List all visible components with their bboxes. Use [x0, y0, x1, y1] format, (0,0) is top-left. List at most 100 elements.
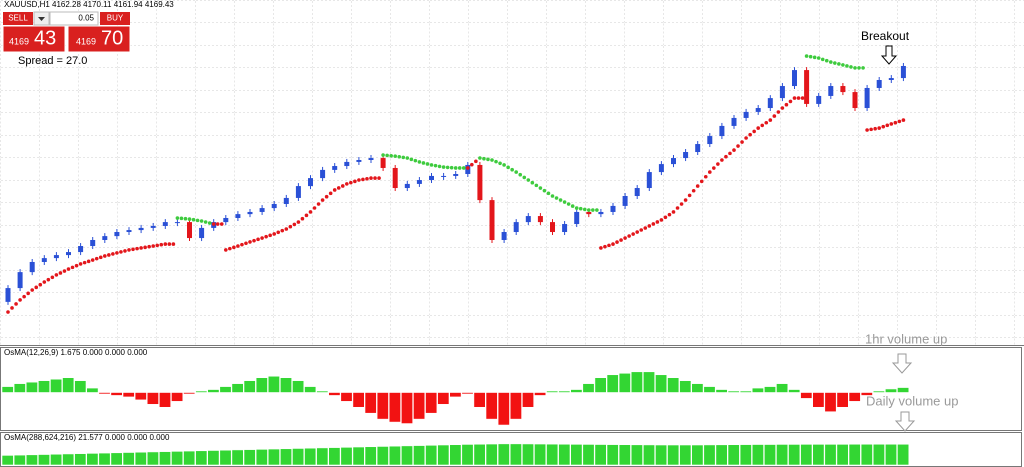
- histogram-bar: [897, 443, 910, 466]
- histogram-bar: [364, 446, 377, 466]
- histogram-bar: [37, 380, 50, 393]
- candle-body: [804, 70, 810, 104]
- sar-dot: [365, 176, 369, 181]
- sell-button[interactable]: [3, 12, 33, 25]
- sar-dot: [369, 176, 373, 180]
- sar-dot: [115, 251, 119, 255]
- histogram-bar: [642, 371, 655, 393]
- histogram-bar: [763, 386, 776, 393]
- histogram-bar: [606, 374, 619, 393]
- histogram-bar: [618, 444, 631, 466]
- lot-input[interactable]: [49, 11, 99, 26]
- candle-body: [634, 188, 640, 197]
- candle-body: [828, 86, 834, 96]
- candle-body: [320, 169, 326, 179]
- candle-body: [404, 183, 410, 189]
- histogram-bar: [255, 377, 268, 393]
- histogram-bar: [219, 386, 232, 393]
- sar-dot: [70, 265, 75, 270]
- sar-dot: [207, 221, 212, 225]
- histogram-bar: [570, 444, 583, 466]
- histogram-bar: [219, 449, 232, 466]
- histogram-bar: [521, 392, 534, 408]
- sar-dot: [268, 233, 272, 238]
- histogram-bar: [110, 392, 123, 396]
- histogram-bar: [836, 444, 849, 466]
- histogram-bar: [872, 443, 885, 466]
- sar-dot: [732, 148, 736, 152]
- candle-body: [586, 211, 592, 215]
- candle-body: [29, 261, 35, 273]
- sar-dot: [50, 275, 55, 280]
- sar-dot: [829, 60, 833, 64]
- histogram-bar: [884, 443, 897, 466]
- sar-dot: [522, 175, 527, 180]
- sar-dot: [417, 160, 422, 164]
- candle-body: [513, 222, 519, 233]
- sar-dot: [284, 227, 289, 231]
- histogram-bar: [509, 443, 522, 466]
- candle-body: [755, 108, 761, 112]
- sar-dot: [647, 224, 652, 228]
- sar-dot: [433, 163, 438, 168]
- sar-dot: [530, 180, 535, 185]
- sar-dot: [336, 186, 341, 190]
- histogram-bar: [74, 453, 87, 466]
- histogram-bar: [449, 392, 462, 398]
- sar-dot: [542, 188, 547, 193]
- candle-body: [441, 175, 447, 177]
- candle-body: [695, 144, 701, 153]
- sar-dot: [219, 222, 224, 226]
- sar-dot: [292, 222, 297, 227]
- candle-body: [864, 87, 870, 109]
- sar-dot: [191, 217, 196, 222]
- sar-dot: [788, 99, 793, 104]
- sar-dot: [215, 222, 220, 226]
- sar-dot: [74, 263, 79, 268]
- sar-dot: [445, 165, 450, 170]
- histogram-bar: [558, 390, 571, 393]
- histogram-bar: [340, 447, 353, 466]
- sar-dot: [881, 124, 886, 129]
- histogram-bar: [195, 450, 208, 466]
- sar-dot: [833, 61, 837, 65]
- sar-dot: [728, 151, 732, 156]
- candle-body: [259, 208, 265, 212]
- histogram-bar: [316, 447, 329, 466]
- histogram-bar: [437, 392, 450, 405]
- histogram-bar: [582, 383, 595, 393]
- sar-dot: [300, 216, 305, 221]
- histogram-bar: [50, 378, 63, 393]
- buy-button[interactable]: [100, 12, 130, 25]
- sell-price: 4169: [9, 36, 29, 46]
- sar-dot: [187, 217, 192, 221]
- histogram-bar: [388, 392, 401, 423]
- histogram-bar: [400, 392, 413, 424]
- sar-dot: [111, 252, 115, 256]
- sar-dot: [46, 277, 51, 282]
- sar-dot: [405, 156, 410, 160]
- histogram-bar: [534, 443, 547, 466]
- sar-dot: [260, 236, 264, 240]
- sar-dot: [853, 66, 857, 70]
- sell-price-box[interactable]: [2, 25, 66, 53]
- candle-body: [187, 222, 192, 239]
- sar-dot: [804, 54, 809, 58]
- candle-body: [283, 197, 289, 204]
- buy-price-box[interactable]: [67, 25, 131, 53]
- sar-dot: [195, 218, 200, 223]
- sar-dot: [103, 254, 107, 258]
- sar-dot: [897, 119, 902, 124]
- histogram-bar: [243, 380, 256, 393]
- histogram-bar: [62, 377, 75, 393]
- histogram-bar: [134, 392, 147, 401]
- histogram-bar: [316, 390, 329, 393]
- sar-dot: [631, 232, 635, 236]
- histogram-bar: [848, 443, 861, 466]
- sar-dot: [449, 165, 454, 170]
- sar-dot: [280, 228, 285, 233]
- dropdown-arrow: [38, 17, 45, 21]
- sar-dot: [550, 194, 555, 198]
- sar-dot: [635, 230, 639, 234]
- histogram-bar: [485, 443, 498, 466]
